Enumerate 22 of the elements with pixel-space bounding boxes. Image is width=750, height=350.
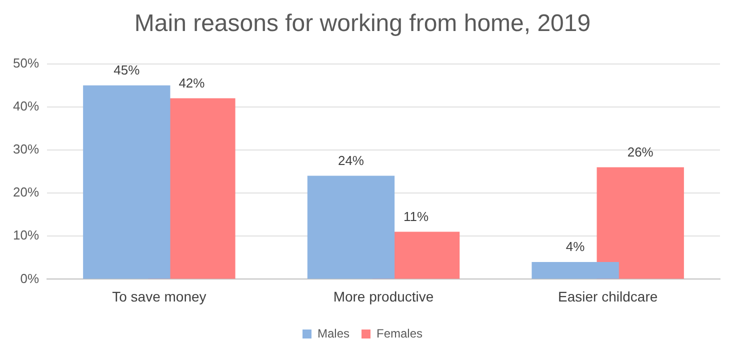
data-label: 11% [404, 208, 429, 224]
data-label: 4% [566, 239, 586, 254]
bar [83, 85, 170, 279]
data-label: 45% [114, 62, 140, 78]
data-label: 42% [178, 75, 206, 90]
y-tick-label: 50% [12, 55, 40, 70]
bar [532, 262, 619, 279]
legend-label: Males [317, 326, 350, 340]
y-tick-label: 20% [12, 184, 40, 200]
x-tick-label: Easier childcare [558, 288, 658, 304]
y-tick-label: 0% [20, 270, 40, 286]
chart-title: Main reasons for working from home, 2019 [134, 10, 591, 38]
y-tick-label: 10% [12, 228, 40, 243]
bar [596, 167, 684, 279]
y-tick-label: 40% [12, 98, 40, 114]
legend-label: Females [376, 326, 423, 340]
data-label: 24% [338, 152, 364, 168]
bar [307, 176, 395, 279]
data-label: 26% [627, 144, 654, 160]
y-tick-label: 30% [12, 142, 40, 157]
x-tick-label: More productive [333, 288, 434, 304]
x-tick-label: To save money [112, 288, 206, 304]
